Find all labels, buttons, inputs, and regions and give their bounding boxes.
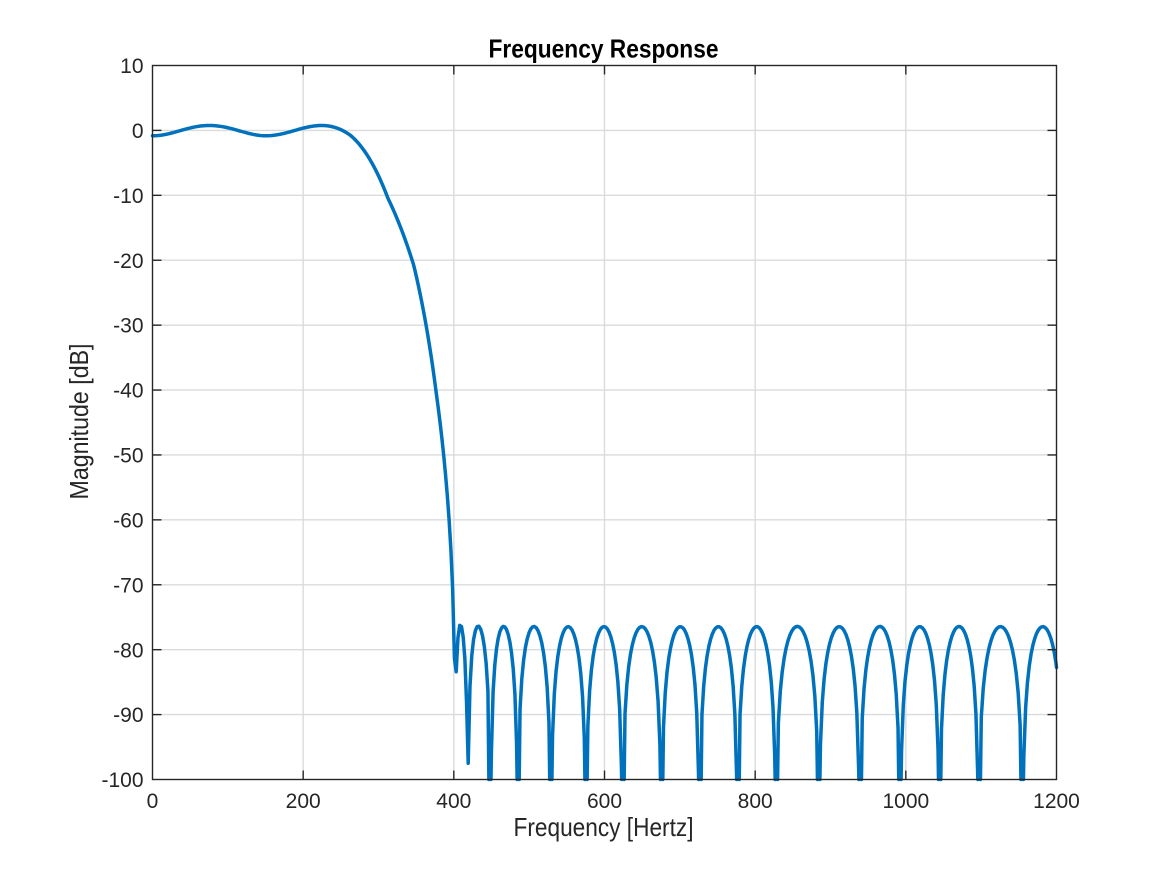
svg-text:0: 0 (147, 790, 159, 813)
svg-text:-20: -20 (113, 250, 143, 273)
svg-text:Magnitude [dB]: Magnitude [dB] (64, 344, 94, 500)
svg-text:-60: -60 (113, 509, 143, 532)
svg-text:-90: -90 (113, 704, 143, 727)
svg-text:1200: 1200 (1033, 790, 1080, 813)
svg-text:1000: 1000 (882, 790, 929, 813)
svg-text:-30: -30 (113, 315, 143, 338)
svg-text:200: 200 (286, 790, 321, 813)
svg-text:-40: -40 (113, 380, 143, 403)
svg-text:0: 0 (132, 120, 144, 143)
svg-text:-80: -80 (113, 639, 143, 662)
svg-text:10: 10 (120, 55, 143, 78)
svg-text:-50: -50 (113, 445, 143, 468)
svg-text:-100: -100 (101, 769, 143, 792)
svg-text:600: 600 (587, 790, 622, 813)
svg-text:-70: -70 (113, 574, 143, 597)
svg-text:Frequency [Hertz]: Frequency [Hertz] (514, 812, 694, 842)
svg-text:800: 800 (738, 790, 773, 813)
svg-text:Frequency Response: Frequency Response (489, 33, 719, 63)
svg-text:-10: -10 (113, 185, 143, 208)
svg-text:400: 400 (436, 790, 471, 813)
